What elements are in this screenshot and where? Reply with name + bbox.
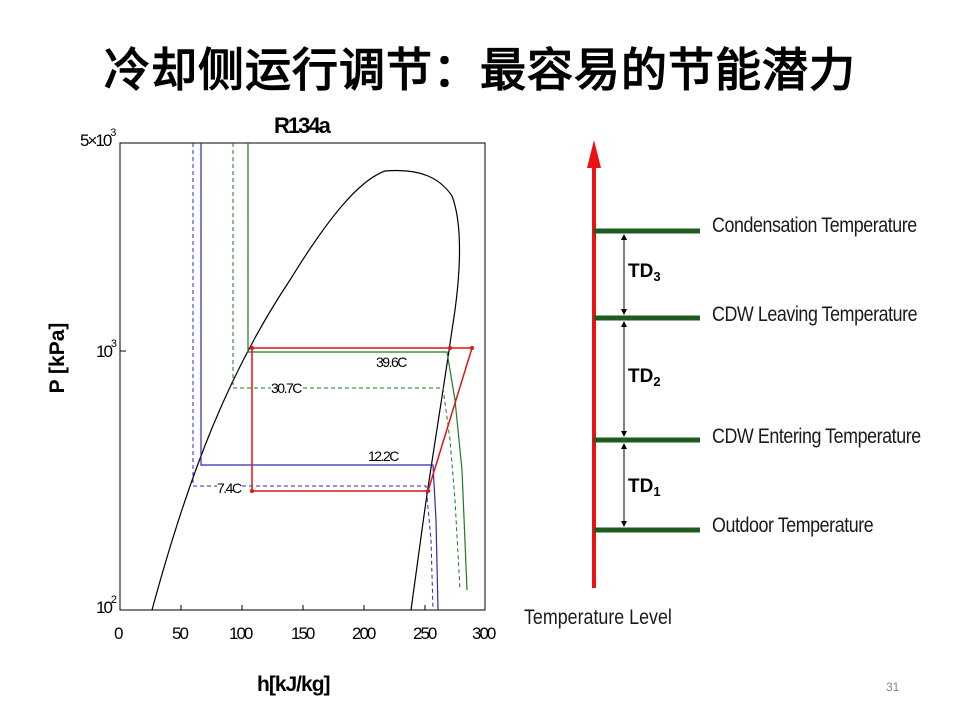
ph-y-axis-label: P [kPa]	[46, 322, 69, 394]
x-tick-0: 0	[114, 624, 124, 643]
temperature-level-axis-title: Temperature Level	[524, 606, 672, 629]
label-12-2c: 12.2C	[368, 448, 399, 464]
x-tick-50: 50	[172, 624, 189, 643]
isotherm-122	[200, 143, 439, 611]
cycle-point	[470, 346, 474, 350]
ph-diagram	[119, 142, 486, 611]
label-30-7c: 30.7C	[271, 380, 302, 396]
cycle-point	[448, 346, 452, 350]
cycle-point	[250, 346, 254, 350]
temperature-arrow-head	[587, 140, 601, 168]
ph-chart-title: R134a	[274, 113, 331, 138]
x-tick-150: 150	[291, 624, 315, 643]
page-number: 31	[886, 680, 900, 694]
level-label-outdoor: Outdoor Temperature	[712, 514, 874, 537]
cycle-point	[426, 489, 430, 493]
x-tick-250: 250	[413, 624, 437, 643]
saturation-dome	[151, 169, 461, 611]
ph-x-axis-label: h[kJ/kg]	[257, 673, 331, 696]
ph-tick-marks	[120, 142, 426, 611]
isotherm-307	[232, 143, 461, 591]
y-tick-1e2: 102	[96, 594, 118, 617]
isotherm-396	[247, 143, 468, 591]
x-tick-300: 300	[472, 624, 496, 643]
level-label-condensation: Condensation Temperature	[712, 214, 917, 237]
x-tick-100: 100	[229, 624, 253, 643]
x-tick-200: 200	[352, 624, 376, 643]
label-39-6c: 39.6C	[376, 354, 407, 370]
refrigeration-cycle	[250, 346, 474, 493]
td3-label: TD3	[628, 261, 661, 285]
slide-title: 冷却侧运行调节：最容易的节能潜力	[104, 43, 856, 97]
td1-label: TD1	[628, 476, 661, 500]
td2-label: TD2	[628, 366, 661, 390]
y-tick-1e3: 103	[96, 338, 118, 361]
label-7-4c: 7.4C	[217, 480, 242, 496]
level-label-cdw-entering: CDW Entering Temperature	[712, 425, 921, 448]
temperature-level-diagram	[587, 140, 700, 588]
y-tick-5e3: 5×103	[80, 127, 117, 150]
ph-plot-frame	[119, 142, 486, 611]
level-label-cdw-leaving: CDW Leaving Temperature	[712, 303, 918, 326]
isotherm-74	[192, 143, 434, 611]
cycle-point	[250, 489, 254, 493]
